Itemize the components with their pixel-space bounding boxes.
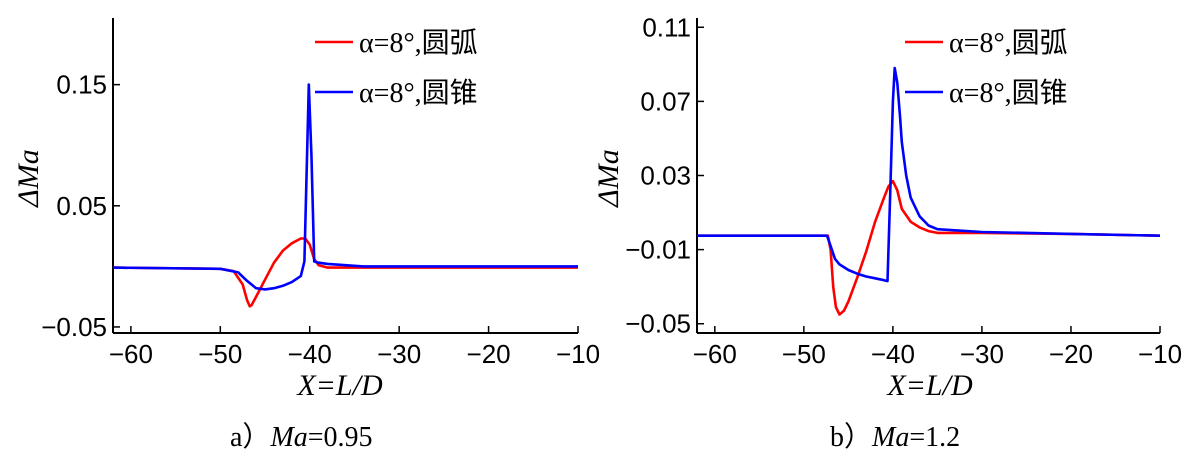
- y-tick-label: −0.01: [625, 235, 691, 265]
- x-tick-label: −60: [109, 339, 153, 369]
- series-line-cone: [112, 83, 578, 291]
- y-axis-label: ΔMa: [592, 149, 625, 208]
- series-line-cone: [697, 66, 1161, 283]
- chart-panel-a: −60 −50 −40 −30 −20 −10 −0.05 0.05 0.15 α=8°,圆弧 α=…: [12, 18, 600, 453]
- x-tick-label: −40: [288, 339, 332, 369]
- x-tick-label: −10: [556, 339, 600, 369]
- panel-caption: b）Ma=1.2: [830, 421, 960, 453]
- x-tick-label: −50: [782, 339, 826, 369]
- y-tick-label: −0.05: [41, 312, 107, 342]
- legend-label: α=8°,圆弧: [949, 27, 1068, 59]
- x-tick-label: −20: [467, 339, 511, 369]
- series-line-arc: [112, 237, 578, 308]
- y-tick-label: 0.15: [56, 70, 107, 100]
- x-axis-label: X=L/D: [886, 369, 973, 402]
- x-axis-label: X=L/D: [296, 369, 383, 402]
- x-tick-label: −10: [1138, 339, 1182, 369]
- chart-panel-b: −60 −50 −40 −30 −20 −10 −0.05 −0.01 0.03 0.07 0.11…: [592, 12, 1182, 453]
- x-tick-label: −20: [1049, 339, 1093, 369]
- x-tick-label: −30: [960, 339, 1004, 369]
- y-axis-label: ΔMa: [12, 149, 45, 208]
- y-tick-label: 0.07: [640, 86, 691, 116]
- x-tick-label: −30: [377, 339, 421, 369]
- panel-caption: a）Ma=0.95: [230, 421, 373, 453]
- y-tick-label: 0.11: [642, 12, 691, 42]
- x-tick-label: −50: [198, 339, 242, 369]
- x-tick-label: −40: [871, 339, 915, 369]
- y-tick-label: 0.03: [640, 161, 691, 191]
- legend-label: α=8°,圆锥: [949, 77, 1068, 109]
- y-tick-label: 0.05: [56, 191, 107, 221]
- legend-label: α=8°,圆弧: [359, 27, 478, 59]
- x-tick-label: −60: [693, 339, 737, 369]
- series-line-arc: [697, 179, 1161, 316]
- y-tick-label: −0.05: [625, 309, 691, 339]
- legend-label: α=8°,圆锥: [359, 77, 478, 109]
